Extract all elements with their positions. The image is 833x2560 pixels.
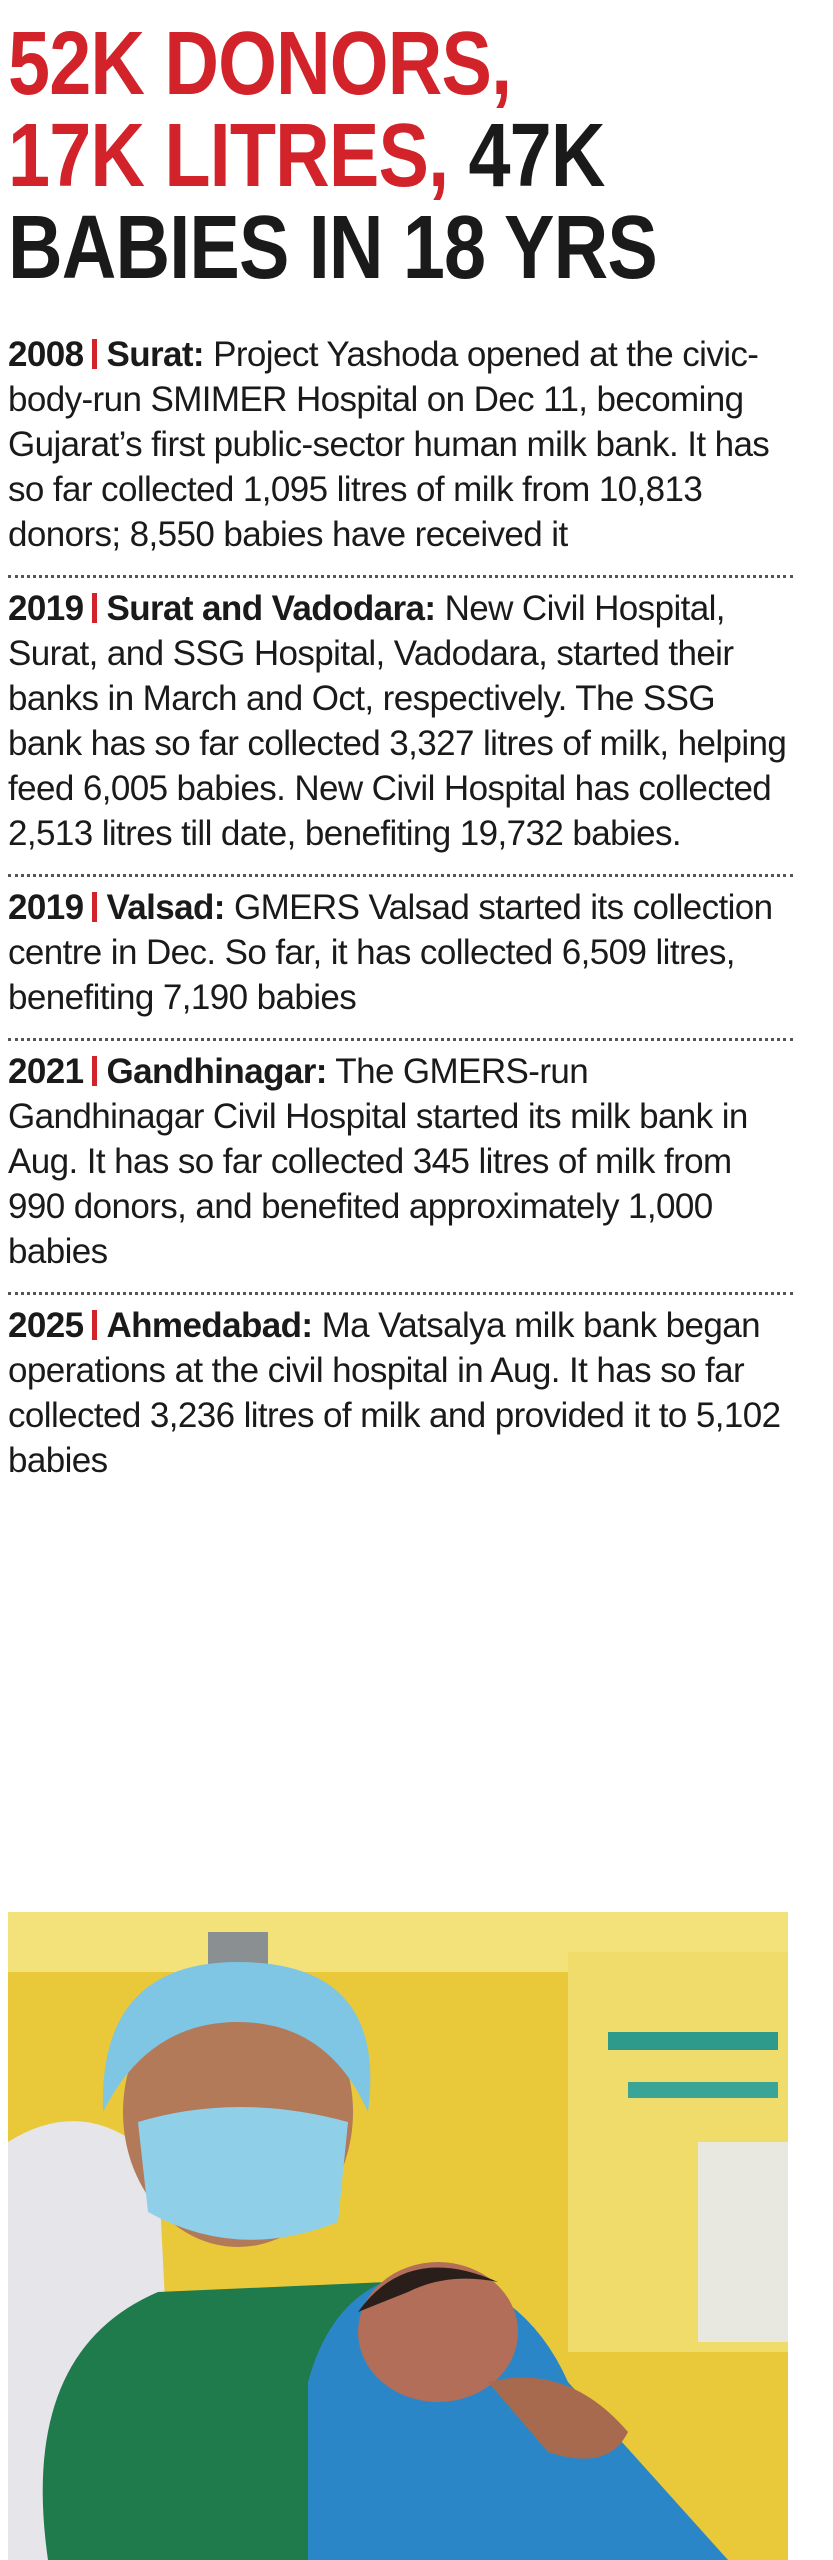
headline-part: 17K LITRES, (8, 106, 449, 206)
photo-baby-hair (358, 2267, 498, 2312)
entry-text: The GMERS-run Gandhinagar Civil Hospital… (8, 1052, 748, 1271)
photo-hand (488, 2377, 628, 2459)
entry-text: GMERS Valsad started its collection cent… (8, 888, 773, 1017)
photo-cap (102, 1962, 371, 2112)
entry-year: 2025 (8, 1306, 84, 1345)
entry: 2019 Valsad: GMERS Valsad started its col… (8, 877, 793, 1041)
entry-place: Valsad: (106, 888, 225, 927)
headline-line: 52K DONORS, (8, 18, 798, 110)
entry-year: 2008 (8, 335, 84, 374)
entry-year: 2019 (8, 589, 84, 628)
article: 52K DONORS, 17K LITRES, 47K BABIES IN 18… (8, 0, 793, 1501)
photo-mask (138, 2107, 348, 2240)
headline-line: BABIES IN 18 YRS (8, 202, 798, 294)
separator-bar (92, 339, 98, 369)
headline-part: 47K (468, 106, 605, 206)
photo-machine (698, 2142, 788, 2342)
entry-place: Gandhinagar: (106, 1052, 327, 1091)
photo-equipment (628, 2082, 778, 2098)
separator-bar (92, 1310, 98, 1340)
photo-equipment (608, 2032, 778, 2050)
entry-place: Surat and Vadodara: (106, 589, 436, 628)
entry: 2021 Gandhinagar: The GMERS-run Gandhinag… (8, 1041, 793, 1295)
separator-bar (92, 892, 98, 922)
headline: 52K DONORS, 17K LITRES, 47K BABIES IN 18… (8, 18, 798, 294)
entry-text: Project Yashoda opened at the civic-body… (8, 335, 770, 554)
entry-year: 2021 (8, 1052, 84, 1091)
headline-part: BABIES IN 18 YRS (8, 198, 658, 298)
entry: 2025 Ahmedabad: Ma Vatsalya milk bank beg… (8, 1295, 793, 1501)
entry-place: Surat: (106, 335, 204, 374)
entry: 2019 Surat and Vadodara: New Civil Hospit… (8, 578, 793, 877)
entry-text: New Civil Hospital, Surat, and SSG Hospi… (8, 589, 787, 853)
headline-part: 52K DONORS, (8, 14, 512, 114)
headline-line: 17K LITRES, 47K (8, 110, 798, 202)
photo (8, 1912, 788, 2560)
separator-bar (92, 1056, 98, 1086)
entry-place: Ahmedabad: (106, 1306, 313, 1345)
entry: 2008 Surat: Project Yashoda opened at the… (8, 324, 793, 578)
entry-year: 2019 (8, 888, 84, 927)
entry-text: Ma Vatsalya milk bank began operations a… (8, 1306, 781, 1480)
entry-list: 2008 Surat: Project Yashoda opened at the… (8, 324, 793, 1501)
separator-bar (92, 593, 98, 623)
photo-baby-head (358, 2262, 518, 2402)
